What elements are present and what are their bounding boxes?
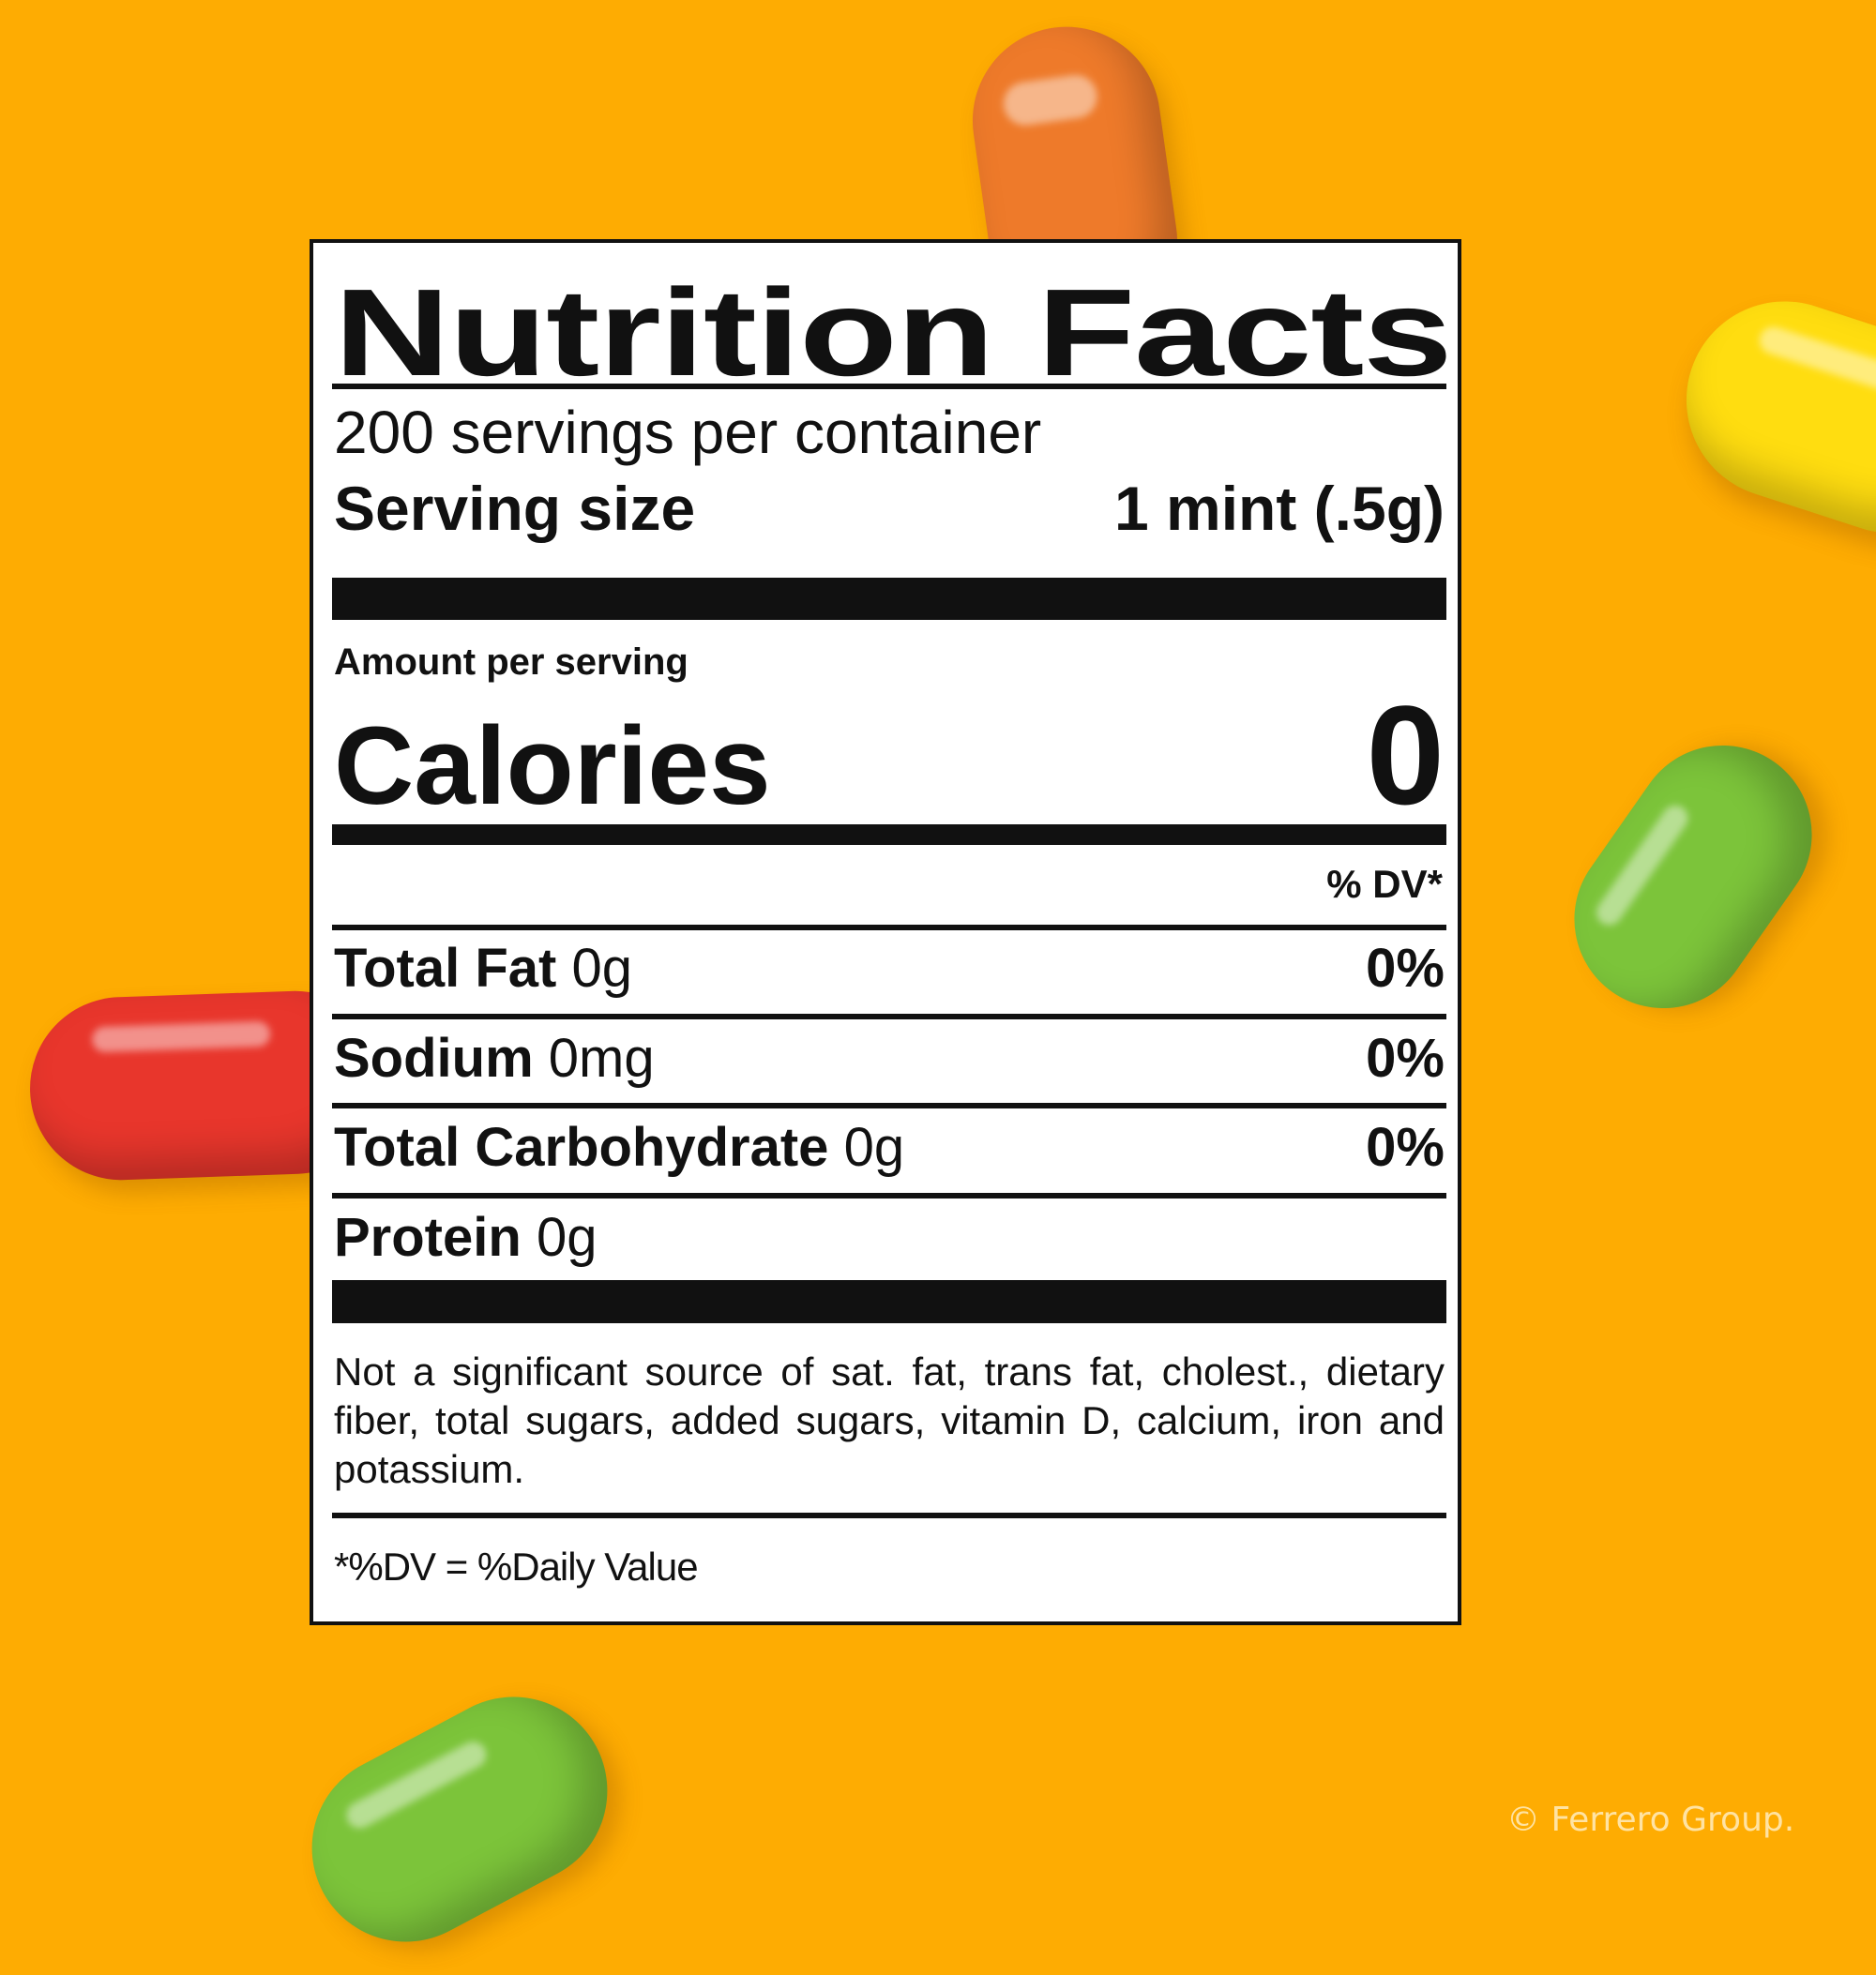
medium-divider [332, 824, 1446, 845]
amount-per-serving: Amount per serving [334, 641, 688, 683]
nutrient-row-total-fat: Total Fat 0g 0% [334, 937, 1445, 1000]
calories-row: Calories 0 [334, 674, 1445, 837]
calories-value: 0 [1366, 676, 1445, 834]
divider [332, 1513, 1446, 1518]
divider [332, 1103, 1446, 1108]
servings-per-container: 200 servings per container [334, 399, 1042, 466]
calories-label: Calories [334, 704, 771, 828]
label-title: Nutrition Facts [334, 264, 1453, 401]
nutrient-name: Protein [334, 1207, 522, 1268]
dv-definition: *%DV = %Daily Value [334, 1545, 699, 1589]
divider [332, 1014, 1446, 1019]
thick-divider [332, 578, 1446, 620]
nutrient-amount: 0g [536, 1207, 598, 1268]
yellow-mint-candy [1660, 276, 1876, 559]
nutrient-dv: 0% [1366, 938, 1445, 999]
dv-header: % DV* [1326, 862, 1443, 906]
nutrient-name: Total Carbohydrate [334, 1117, 829, 1178]
serving-size-row: Serving size 1 mint (.5g) [334, 473, 1445, 544]
nutrient-name: Sodium [334, 1028, 534, 1089]
thick-divider [332, 1280, 1446, 1323]
footnote: Not a significant source of sat. fat, tr… [334, 1349, 1445, 1491]
nutrient-amount: 0g [843, 1117, 905, 1178]
nutrient-dv: 0% [1366, 1028, 1445, 1089]
green-mint-candy [1539, 710, 1847, 1044]
nutrient-name: Total Fat [334, 938, 557, 999]
serving-size-value: 1 mint (.5g) [1113, 474, 1445, 543]
copyright-watermark: © Ferrero Group. [1506, 1801, 1795, 1839]
divider [332, 1193, 1446, 1199]
serving-size-label: Serving size [334, 474, 696, 543]
green-mint-candy [279, 1664, 641, 1975]
nutrition-facts-label: Nutrition Facts 200 servings per contain… [310, 239, 1461, 1625]
nutrient-row-sodium: Sodium 0mg 0% [334, 1027, 1445, 1090]
nutrient-row-protein: Protein 0g [334, 1206, 1445, 1269]
nutrient-amount: 0g [571, 938, 632, 999]
nutrient-amount: 0mg [548, 1028, 655, 1089]
nutrient-dv: 0% [1366, 1117, 1445, 1178]
nutrient-row-total-carbohydrate: Total Carbohydrate 0g 0% [334, 1116, 1445, 1179]
divider [332, 925, 1446, 930]
divider [332, 384, 1446, 389]
